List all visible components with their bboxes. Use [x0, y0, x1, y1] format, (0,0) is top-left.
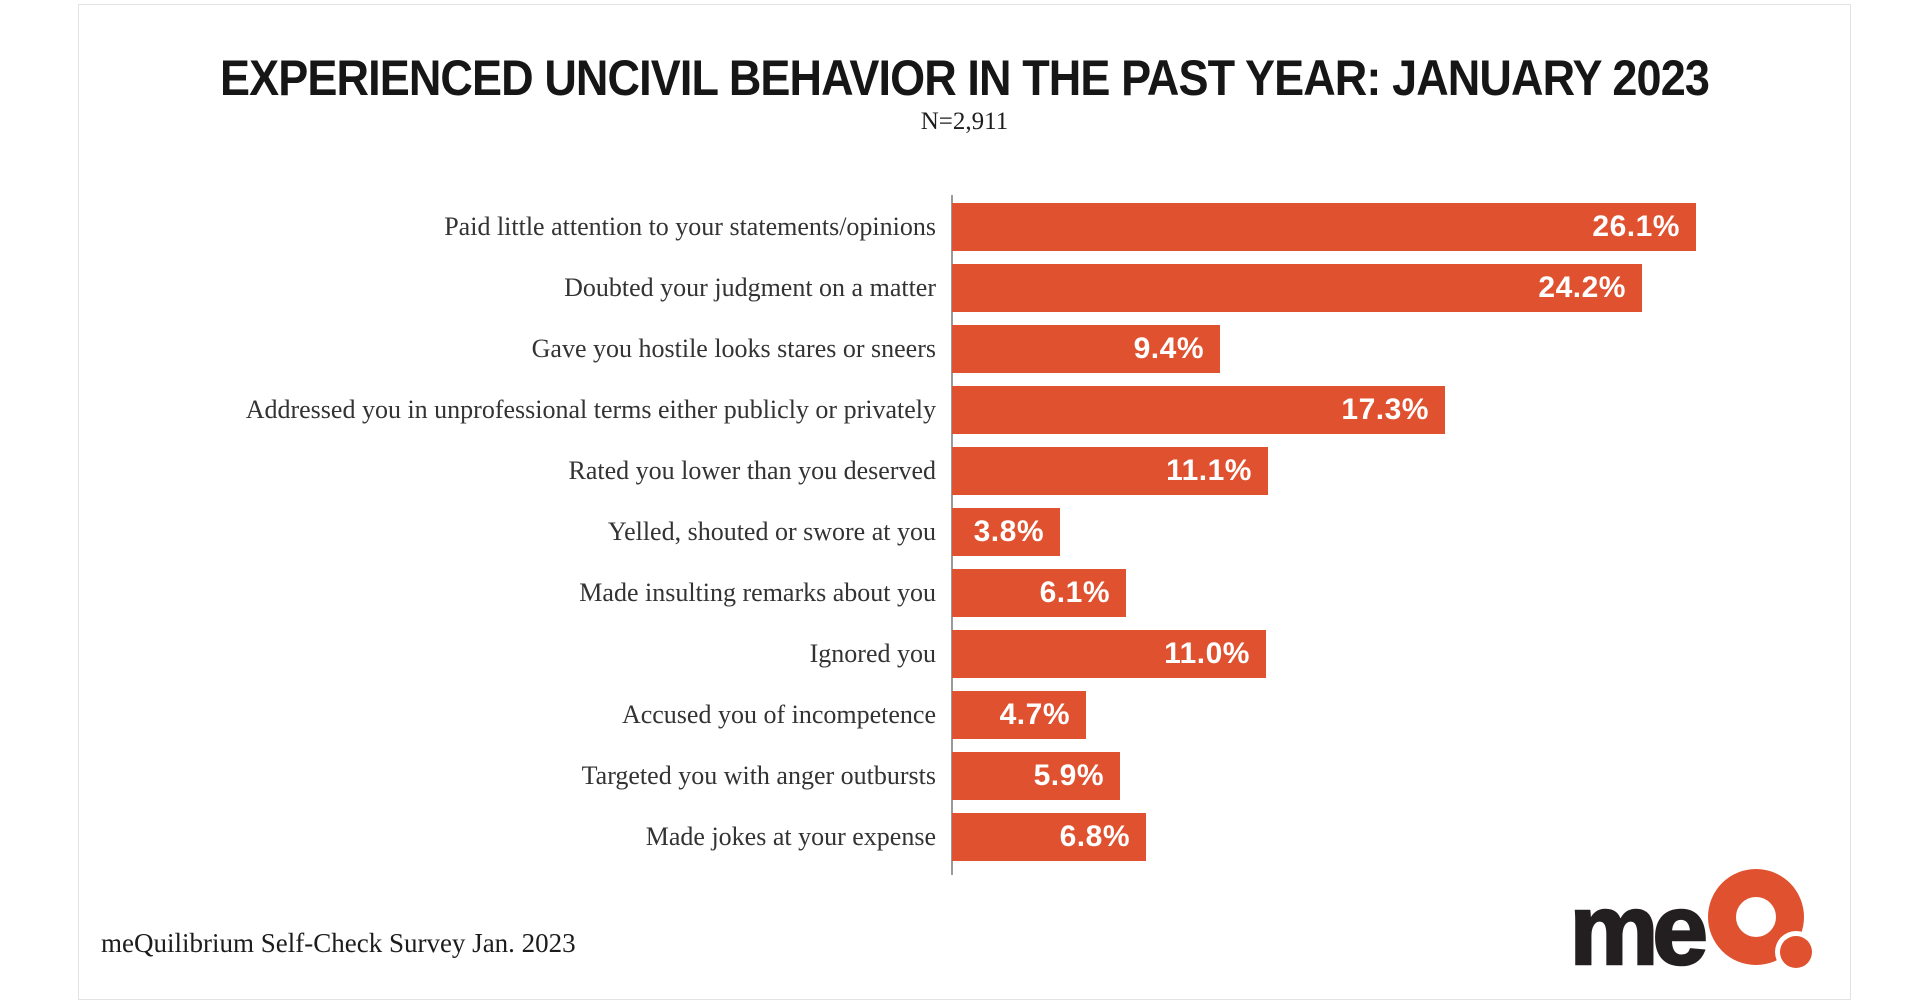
- bar-value-label: 9.4%: [1133, 332, 1204, 365]
- category-label: Paid little attention to your statements…: [444, 212, 936, 241]
- sample-size-label: N=2,911: [920, 108, 1009, 135]
- bar-value-label: 11.1%: [1166, 454, 1252, 487]
- bar-row: Paid little attention to your statements…: [79, 203, 1852, 251]
- bar-value-label: 3.8%: [973, 515, 1044, 548]
- logo-wordmark: me: [1568, 874, 1709, 986]
- bar-row: Ignored you 11.0%: [79, 630, 1852, 678]
- bar: 4.7%: [952, 691, 1086, 739]
- chart-title: EXPERIENCED UNCIVIL BEHAVIOR IN THE PAST…: [220, 50, 1710, 106]
- category-label: Ignored you: [809, 639, 936, 668]
- meq-logo: me: [1568, 869, 1812, 986]
- category-label: Made insulting remarks about you: [579, 578, 936, 607]
- logo-q-dot-icon: [1780, 936, 1812, 968]
- bar-value-label: 5.9%: [1033, 759, 1104, 792]
- source-caption: meQuilibrium Self-Check Survey Jan. 2023: [101, 928, 576, 958]
- bar-value-label: 26.1%: [1592, 210, 1680, 243]
- bar-chart: Paid little attention to your statements…: [79, 203, 1852, 861]
- bar-value-label: 6.8%: [1059, 820, 1130, 853]
- category-label: Addressed you in unprofessional terms ei…: [245, 395, 936, 424]
- bar-row: Accused you of incompetence 4.7%: [79, 691, 1852, 739]
- bar-value-label: 6.1%: [1039, 576, 1110, 609]
- bar-row: Targeted you with anger outbursts 5.9%: [79, 752, 1852, 800]
- bar-value-label: 24.2%: [1538, 271, 1626, 304]
- bar-row: Doubted your judgment on a matter 24.2%: [79, 264, 1852, 312]
- category-label: Accused you of incompetence: [621, 700, 936, 729]
- bar: 6.8%: [952, 813, 1146, 861]
- bar: 11.0%: [952, 630, 1266, 678]
- category-label: Doubted your judgment on a matter: [564, 273, 936, 302]
- bar: 5.9%: [952, 752, 1120, 800]
- slide-canvas: EXPERIENCED UNCIVIL BEHAVIOR IN THE PAST…: [78, 4, 1851, 1000]
- bar-row: Addressed you in unprofessional terms ei…: [79, 386, 1852, 434]
- bar-row: Made insulting remarks about you 6.1%: [79, 569, 1852, 617]
- category-label: Gave you hostile looks stares or sneers: [531, 334, 936, 363]
- logo-q-icon: [1708, 869, 1812, 968]
- category-label: Made jokes at your expense: [645, 822, 936, 851]
- bar-value-label: 4.7%: [999, 698, 1070, 731]
- bar: 17.3%: [952, 386, 1445, 434]
- bar-row: Rated you lower than you deserved 11.1%: [79, 447, 1852, 495]
- category-label: Yelled, shouted or swore at you: [607, 517, 936, 546]
- bar-value-label: 17.3%: [1341, 393, 1429, 426]
- bar-row: Made jokes at your expense 6.8%: [79, 813, 1852, 861]
- bar-row: Yelled, shouted or swore at you 3.8%: [79, 508, 1852, 556]
- bar-value-label: 11.0%: [1164, 637, 1250, 670]
- bar: 3.8%: [952, 508, 1060, 556]
- bar: 6.1%: [952, 569, 1126, 617]
- bar: 11.1%: [952, 447, 1268, 495]
- bar: 26.1%: [952, 203, 1696, 251]
- category-label: Rated you lower than you deserved: [568, 456, 936, 485]
- bar-row: Gave you hostile looks stares or sneers 9…: [79, 325, 1852, 373]
- category-label: Targeted you with anger outbursts: [581, 761, 936, 790]
- bar: 24.2%: [952, 264, 1642, 312]
- bar: 9.4%: [952, 325, 1220, 373]
